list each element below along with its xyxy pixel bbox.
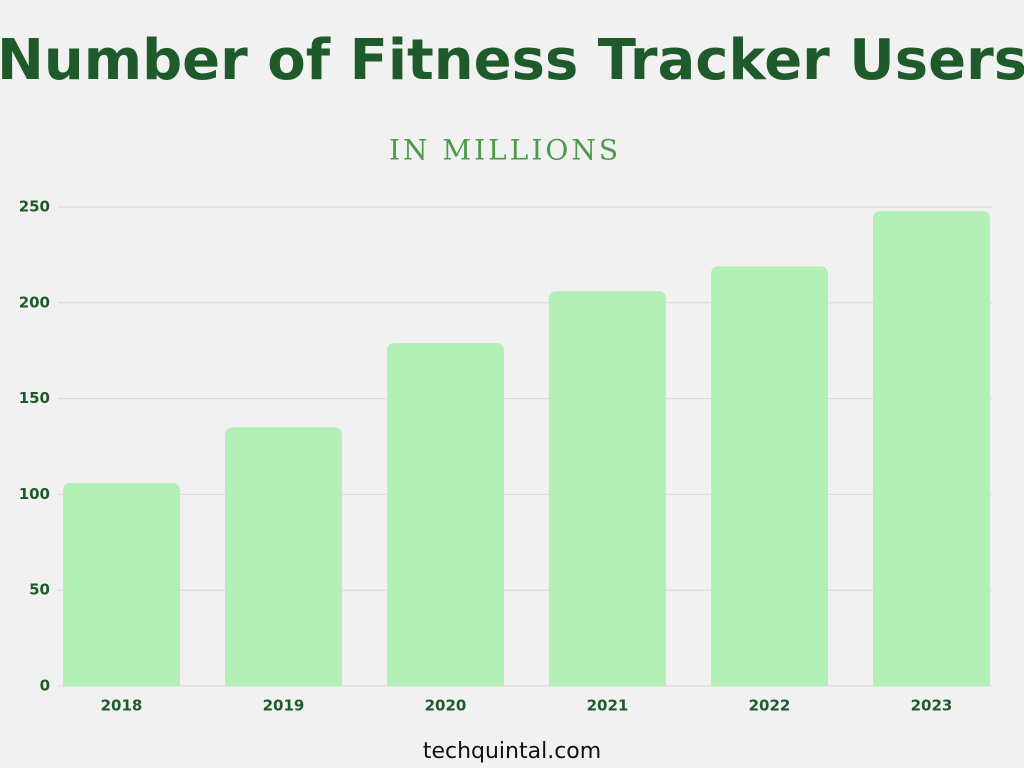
x-tick-label: 2023 xyxy=(911,697,953,715)
y-tick-label: 100 xyxy=(19,485,50,503)
source: techquintal.com xyxy=(423,739,601,764)
y-tick-label: 0 xyxy=(40,677,50,695)
chart-subtitle: IN MILLIONS xyxy=(389,134,621,167)
y-tick-label: 250 xyxy=(19,198,50,216)
y-tick-label: 200 xyxy=(19,293,50,311)
x-tick-label: 2019 xyxy=(263,697,305,715)
y-tick-label: 50 xyxy=(29,581,50,599)
bar xyxy=(225,427,342,686)
x-tick-label: 2022 xyxy=(749,697,791,715)
bar xyxy=(387,343,504,686)
bar xyxy=(549,291,666,686)
bar xyxy=(63,482,180,686)
x-tick-label: 2020 xyxy=(425,697,467,715)
chart-title: Number of Fitness Tracker Users xyxy=(0,28,1024,93)
bar xyxy=(711,266,828,686)
x-tick-label: 2021 xyxy=(587,697,629,715)
bar xyxy=(873,210,990,686)
y-tick-label: 150 xyxy=(19,389,50,407)
x-tick-label: 2018 xyxy=(101,697,143,715)
